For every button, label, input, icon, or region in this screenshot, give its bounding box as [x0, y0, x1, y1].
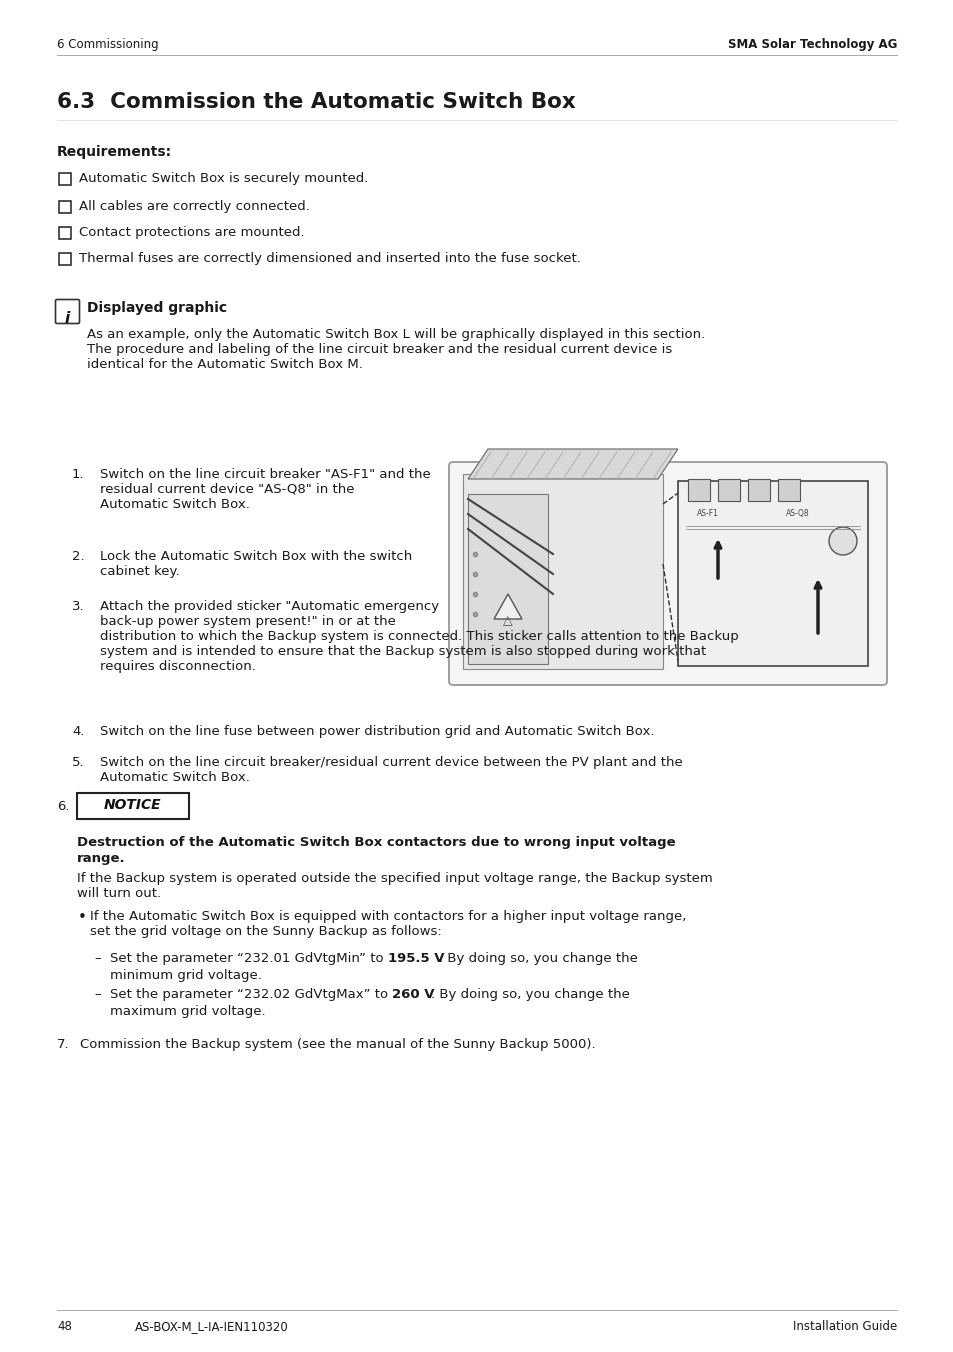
Text: 48: 48 [57, 1320, 71, 1333]
Text: •: • [78, 910, 87, 925]
Polygon shape [468, 493, 547, 664]
Bar [778, 479, 800, 502]
Text: 5.: 5. [71, 756, 85, 769]
Text: △: △ [502, 614, 513, 627]
Text: SMA Solar Technology AG: SMA Solar Technology AG [727, 38, 896, 51]
Text: 195.5 V: 195.5 V [388, 952, 444, 965]
Text: 6.3  Commission the Automatic Switch Box: 6.3 Commission the Automatic Switch Box [57, 92, 576, 112]
Text: minimum grid voltage.: minimum grid voltage. [110, 969, 262, 982]
Text: 260 V: 260 V [392, 988, 435, 1000]
Text: . By doing so, you change the: . By doing so, you change the [431, 988, 629, 1000]
Bar [59, 173, 71, 185]
Text: NOTICE: NOTICE [104, 798, 162, 813]
Text: Lock the Automatic Switch Box with the switch
cabinet key.: Lock the Automatic Switch Box with the s… [100, 550, 412, 579]
Text: Set the parameter “232.02 GdVtgMax” to: Set the parameter “232.02 GdVtgMax” to [110, 988, 392, 1000]
Text: 1.: 1. [71, 468, 85, 481]
Text: 3.: 3. [71, 600, 85, 612]
Text: Destruction of the Automatic Switch Box contactors due to wrong input voltage: Destruction of the Automatic Switch Box … [77, 836, 675, 849]
Text: All cables are correctly connected.: All cables are correctly connected. [79, 200, 310, 214]
Text: Switch on the line circuit breaker/residual current device between the PV plant : Switch on the line circuit breaker/resid… [100, 756, 682, 784]
Text: As an example, only the Automatic Switch Box L will be graphically displayed in : As an example, only the Automatic Switch… [87, 329, 704, 370]
Text: If the Automatic Switch Box is equipped with contactors for a higher input volta: If the Automatic Switch Box is equipped … [90, 910, 685, 938]
Text: –: – [94, 988, 100, 1000]
Bar [59, 253, 71, 265]
Text: Attach the provided sticker "Automatic emergency
back-up power system present!" : Attach the provided sticker "Automatic e… [100, 600, 738, 673]
Text: Thermal fuses are correctly dimensioned and inserted into the fuse socket.: Thermal fuses are correctly dimensioned … [79, 251, 580, 265]
Text: range.: range. [77, 852, 126, 865]
Text: 4.: 4. [71, 725, 85, 738]
Text: Displayed graphic: Displayed graphic [87, 301, 227, 315]
Text: AS-F1: AS-F1 [697, 508, 719, 518]
Text: If the Backup system is operated outside the specified input voltage range, the : If the Backup system is operated outside… [77, 872, 712, 900]
Text: Switch on the line fuse between power distribution grid and Automatic Switch Box: Switch on the line fuse between power di… [100, 725, 654, 738]
Text: AS-BOX-M_L-IA-IEN110320: AS-BOX-M_L-IA-IEN110320 [135, 1320, 289, 1333]
Bar [678, 481, 867, 667]
Bar [687, 479, 709, 502]
Bar [59, 227, 71, 239]
Polygon shape [462, 475, 662, 669]
Bar [747, 479, 769, 502]
Bar [59, 201, 71, 214]
Text: Switch on the line circuit breaker "AS-F1" and the
residual current device "AS-Q: Switch on the line circuit breaker "AS-F… [100, 468, 431, 511]
Polygon shape [468, 449, 678, 479]
Bar [718, 479, 740, 502]
Text: Commission the Backup system (see the manual of the Sunny Backup 5000).: Commission the Backup system (see the ma… [80, 1038, 595, 1051]
Circle shape [828, 527, 856, 556]
Text: Requirements:: Requirements: [57, 145, 172, 160]
Text: 7.: 7. [57, 1038, 70, 1051]
Text: 6.: 6. [57, 800, 70, 813]
Text: Set the parameter “232.01 GdVtgMin” to: Set the parameter “232.01 GdVtgMin” to [110, 952, 388, 965]
Text: . By doing so, you change the: . By doing so, you change the [438, 952, 638, 965]
Text: AS-Q8: AS-Q8 [785, 508, 809, 518]
Bar [77, 794, 189, 819]
Text: Installation Guide: Installation Guide [792, 1320, 896, 1333]
Text: 2.: 2. [71, 550, 85, 562]
FancyBboxPatch shape [55, 300, 79, 323]
Text: 6 Commissioning: 6 Commissioning [57, 38, 158, 51]
Text: i: i [65, 311, 71, 326]
Polygon shape [494, 594, 521, 619]
Text: Automatic Switch Box is securely mounted.: Automatic Switch Box is securely mounted… [79, 172, 368, 185]
Text: –: – [94, 952, 100, 965]
Text: Contact protections are mounted.: Contact protections are mounted. [79, 226, 304, 239]
FancyBboxPatch shape [449, 462, 886, 685]
Text: maximum grid voltage.: maximum grid voltage. [110, 1005, 265, 1018]
